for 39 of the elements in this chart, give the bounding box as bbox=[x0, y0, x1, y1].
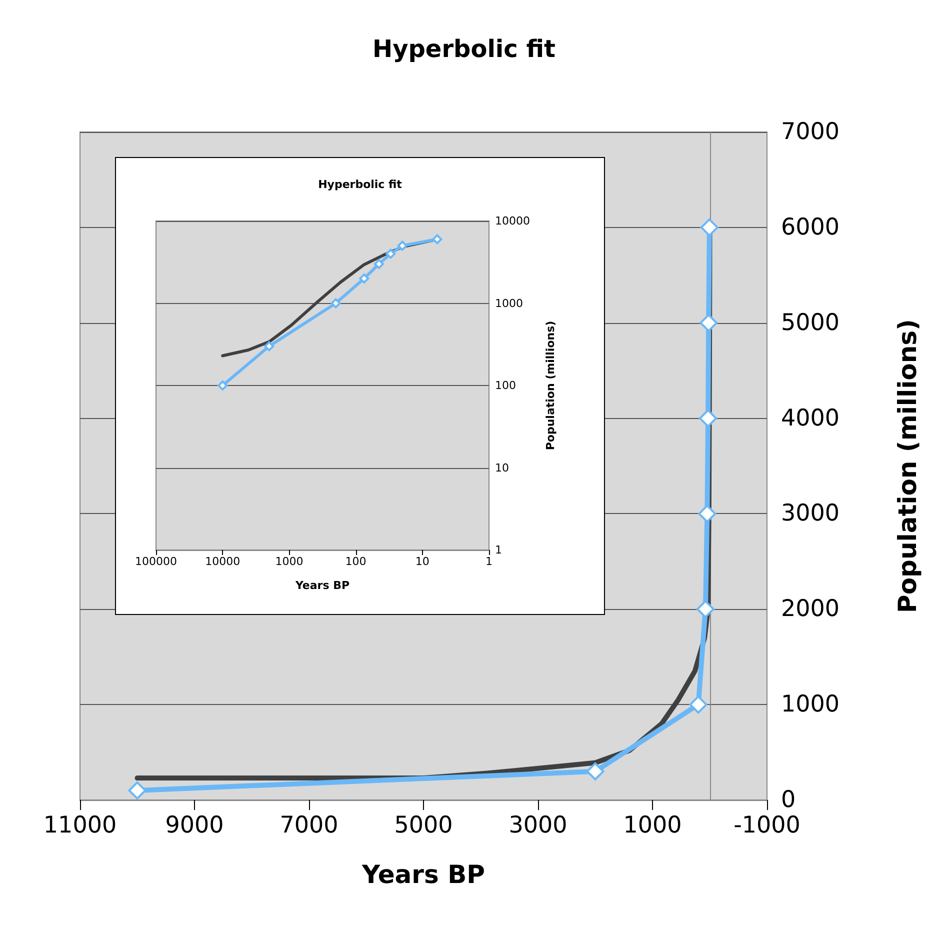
y-tick-label: 5000 bbox=[781, 310, 840, 336]
y-tick-label: 1 bbox=[495, 544, 502, 556]
y-tick-label: 6000 bbox=[781, 214, 840, 240]
point bbox=[698, 504, 716, 523]
point bbox=[586, 762, 604, 780]
x-axis-title: Years BP bbox=[361, 860, 485, 889]
y-axis-title: Population (millions) bbox=[544, 320, 557, 450]
point bbox=[128, 781, 146, 800]
y-tick-label: 10000 bbox=[495, 214, 530, 228]
x-tick-label: -1000 bbox=[734, 812, 800, 838]
y-tick-label: 1000 bbox=[781, 692, 840, 718]
point bbox=[696, 600, 714, 618]
x-tick-label: 10 bbox=[415, 555, 430, 568]
y-tick-label: 3000 bbox=[781, 500, 840, 527]
x-tick-label: 5000 bbox=[394, 812, 453, 838]
chart-title: Hyperbolic fit bbox=[372, 35, 556, 63]
x-tick-label: 1000 bbox=[623, 812, 682, 838]
y-tick-label: 100 bbox=[495, 379, 516, 392]
y-tick-label: 1000 bbox=[495, 296, 523, 310]
x-tick-label: 100 bbox=[345, 555, 366, 568]
x-tick-label: 10000 bbox=[205, 555, 240, 568]
x-tick-label: 1000 bbox=[275, 555, 304, 568]
point bbox=[700, 218, 718, 236]
chart-title: Hyperbolic fit bbox=[318, 178, 402, 191]
x-tick-label: 1 bbox=[486, 555, 492, 568]
x-tick-label: 9000 bbox=[165, 812, 224, 838]
point bbox=[700, 314, 718, 332]
point bbox=[689, 696, 708, 714]
y-tick-label: 4000 bbox=[781, 405, 840, 432]
point bbox=[699, 409, 718, 428]
y-tick-label: 2000 bbox=[781, 596, 840, 622]
y-tick-label: 7000 bbox=[781, 119, 840, 145]
x-tick-label: 100000 bbox=[135, 555, 177, 568]
y-tick-label: 10 bbox=[495, 461, 509, 474]
x-tick-label: 7000 bbox=[280, 812, 338, 838]
y-tick-label: 0 bbox=[781, 787, 796, 813]
y-axis-title: Population (millions) bbox=[893, 319, 922, 613]
x-axis-title: Years BP bbox=[294, 579, 350, 592]
x-tick-label: 11000 bbox=[43, 812, 117, 838]
